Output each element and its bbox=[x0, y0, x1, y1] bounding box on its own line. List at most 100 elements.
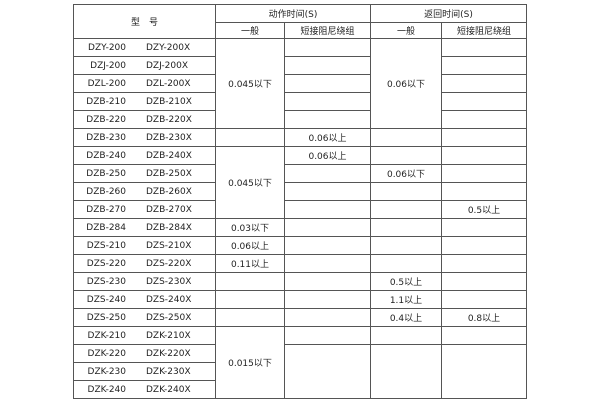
table-row: DZB-260 DZB-260X bbox=[73, 182, 527, 201]
header-model: 型 号 bbox=[73, 4, 216, 39]
action-short-cell bbox=[284, 272, 371, 291]
table-row: DZS-250 DZS-250X 0.4以上 0.8以上 bbox=[73, 308, 527, 327]
model-cell: DZS-230 DZS-230X bbox=[73, 272, 216, 291]
action-short-cell bbox=[284, 308, 371, 327]
return-short-cell: 0.5以上 bbox=[441, 200, 527, 219]
return-short-cell bbox=[441, 344, 527, 399]
table-row: DZK-210 DZK-210X 0.015以下 bbox=[73, 326, 527, 399]
model-name: DZB-270X bbox=[146, 204, 192, 215]
return-short-cell bbox=[441, 128, 527, 147]
action-short-cell bbox=[284, 92, 371, 111]
model-cell: DZL-200 DZL-200X bbox=[73, 74, 216, 93]
return-short-cell bbox=[441, 164, 527, 183]
relay-timing-table: 型 号 动作时间(S) 返回时间(S) 一般 短接阻尼绕组 一般 短接阻尼绕组 … bbox=[73, 4, 527, 399]
action-short-cell bbox=[284, 56, 371, 75]
model-name: DZS-220X bbox=[146, 258, 192, 269]
return-general-cell: 0.5以上 bbox=[370, 272, 442, 291]
action-general-cell: 0.045以下 bbox=[215, 146, 285, 219]
model-cell: DZS-220 DZS-220X bbox=[73, 254, 216, 273]
model-name: DZS-230X bbox=[146, 276, 192, 287]
return-short-cell bbox=[441, 272, 527, 291]
header-action-time: 动作时间(S) bbox=[215, 4, 371, 23]
table-row: DZS-230 DZS-230X 0.5以上 bbox=[73, 272, 527, 291]
model-cell: DZB-260 DZB-260X bbox=[73, 182, 216, 201]
table-row: DZB-250 DZB-250X 0.06以下 bbox=[73, 164, 527, 183]
table-row: DZJ-200 DZJ-200X bbox=[73, 56, 527, 75]
table-row: DZB-210 DZB-210X bbox=[73, 92, 527, 111]
action-short-cell bbox=[284, 254, 371, 273]
action-general-cell: 0.015以下 bbox=[215, 326, 285, 399]
model-cell: DZB-250 DZB-250X bbox=[73, 164, 216, 183]
return-short-cell bbox=[441, 56, 527, 75]
model-name: DZB-284 bbox=[86, 222, 126, 233]
model-cell: DZB-284 DZB-284X bbox=[73, 218, 216, 237]
table-row: DZY-200 DZY-200X 0.045以下 0.06以下 bbox=[73, 38, 527, 129]
action-short-cell bbox=[284, 164, 371, 183]
model-name: DZB-220 bbox=[86, 114, 126, 125]
model-name: DZS-250X bbox=[146, 312, 192, 323]
model-name: DZK-240X bbox=[146, 384, 191, 395]
return-short-cell bbox=[441, 92, 527, 111]
model-name: DZY-200X bbox=[146, 42, 191, 53]
model-name: DZJ-200 bbox=[90, 60, 126, 71]
return-general-cell: 0.06以下 bbox=[370, 38, 442, 129]
table-row: DZB-230 DZB-230X 0.06以上 bbox=[73, 128, 527, 147]
model-name: DZK-240 bbox=[87, 384, 126, 395]
action-short-cell bbox=[284, 326, 371, 345]
model-cell: DZS-210 DZS-210X bbox=[73, 236, 216, 255]
model-name: DZS-210X bbox=[146, 240, 192, 251]
model-name: DZK-230X bbox=[146, 366, 191, 377]
return-short-cell: 0.8以上 bbox=[441, 308, 527, 327]
model-name: DZB-270 bbox=[86, 204, 126, 215]
model-name: DZK-230 bbox=[87, 366, 126, 377]
model-cell: DZB-220 DZB-220X bbox=[73, 110, 216, 129]
model-name: DZB-240 bbox=[86, 150, 126, 161]
header-return-general: 一般 bbox=[370, 22, 442, 39]
return-short-cell bbox=[441, 218, 527, 237]
return-short-cell bbox=[441, 290, 527, 309]
model-name: DZB-210X bbox=[146, 96, 192, 107]
return-general-cell: 1.1以上 bbox=[370, 290, 442, 309]
model-cell: DZB-240 DZB-240X bbox=[73, 146, 216, 165]
model-name: DZY-200 bbox=[88, 42, 126, 53]
header-action-general: 一般 bbox=[215, 22, 285, 39]
table-row: DZS-240 DZS-240X 1.1以上 bbox=[73, 290, 527, 309]
model-name: DZS-220 bbox=[86, 258, 126, 269]
action-general-cell: 0.11以上 bbox=[215, 254, 285, 273]
action-short-cell: 0.06以上 bbox=[284, 128, 371, 147]
return-general-cell bbox=[370, 254, 442, 273]
return-general-cell bbox=[370, 200, 442, 219]
table-row: DZB-270 DZB-270X 0.5以上 bbox=[73, 200, 527, 219]
model-name: DZB-210 bbox=[86, 96, 126, 107]
model-name: DZB-230X bbox=[146, 132, 192, 143]
table-row: DZK-240 DZK-240X bbox=[73, 380, 527, 399]
action-short-cell bbox=[284, 182, 371, 201]
return-short-cell bbox=[441, 74, 527, 93]
action-short-cell bbox=[284, 110, 371, 129]
return-general-cell bbox=[370, 344, 442, 399]
model-cell: DZS-240 DZS-240X bbox=[73, 290, 216, 309]
action-general-cell: 0.03以下 bbox=[215, 218, 285, 237]
model-name: DZB-230 bbox=[86, 132, 126, 143]
return-general-cell bbox=[370, 236, 442, 255]
header-return-short: 短接阻尼绕组 bbox=[441, 22, 527, 39]
model-cell: DZK-230 DZK-230X bbox=[73, 362, 216, 381]
action-general-cell bbox=[215, 128, 285, 147]
return-short-cell bbox=[441, 236, 527, 255]
return-general-cell: 0.4以上 bbox=[370, 308, 442, 327]
return-general-cell bbox=[370, 182, 442, 201]
model-cell: DZK-240 DZK-240X bbox=[73, 380, 216, 399]
model-name: DZB-220X bbox=[146, 114, 192, 125]
model-name: DZS-240X bbox=[146, 294, 192, 305]
model-name: DZB-250X bbox=[146, 168, 192, 179]
model-name: DZK-210X bbox=[146, 330, 191, 341]
model-cell: DZS-250 DZS-250X bbox=[73, 308, 216, 327]
model-name: DZL-200 bbox=[87, 78, 126, 89]
return-general-cell bbox=[370, 128, 442, 147]
model-name: DZS-210 bbox=[86, 240, 126, 251]
return-short-cell bbox=[441, 182, 527, 201]
table-row: DZL-200 DZL-200X bbox=[73, 74, 527, 93]
model-name: DZS-230 bbox=[86, 276, 126, 287]
action-short-cell bbox=[284, 344, 371, 399]
table-row: DZB-220 DZB-220X bbox=[73, 110, 527, 129]
